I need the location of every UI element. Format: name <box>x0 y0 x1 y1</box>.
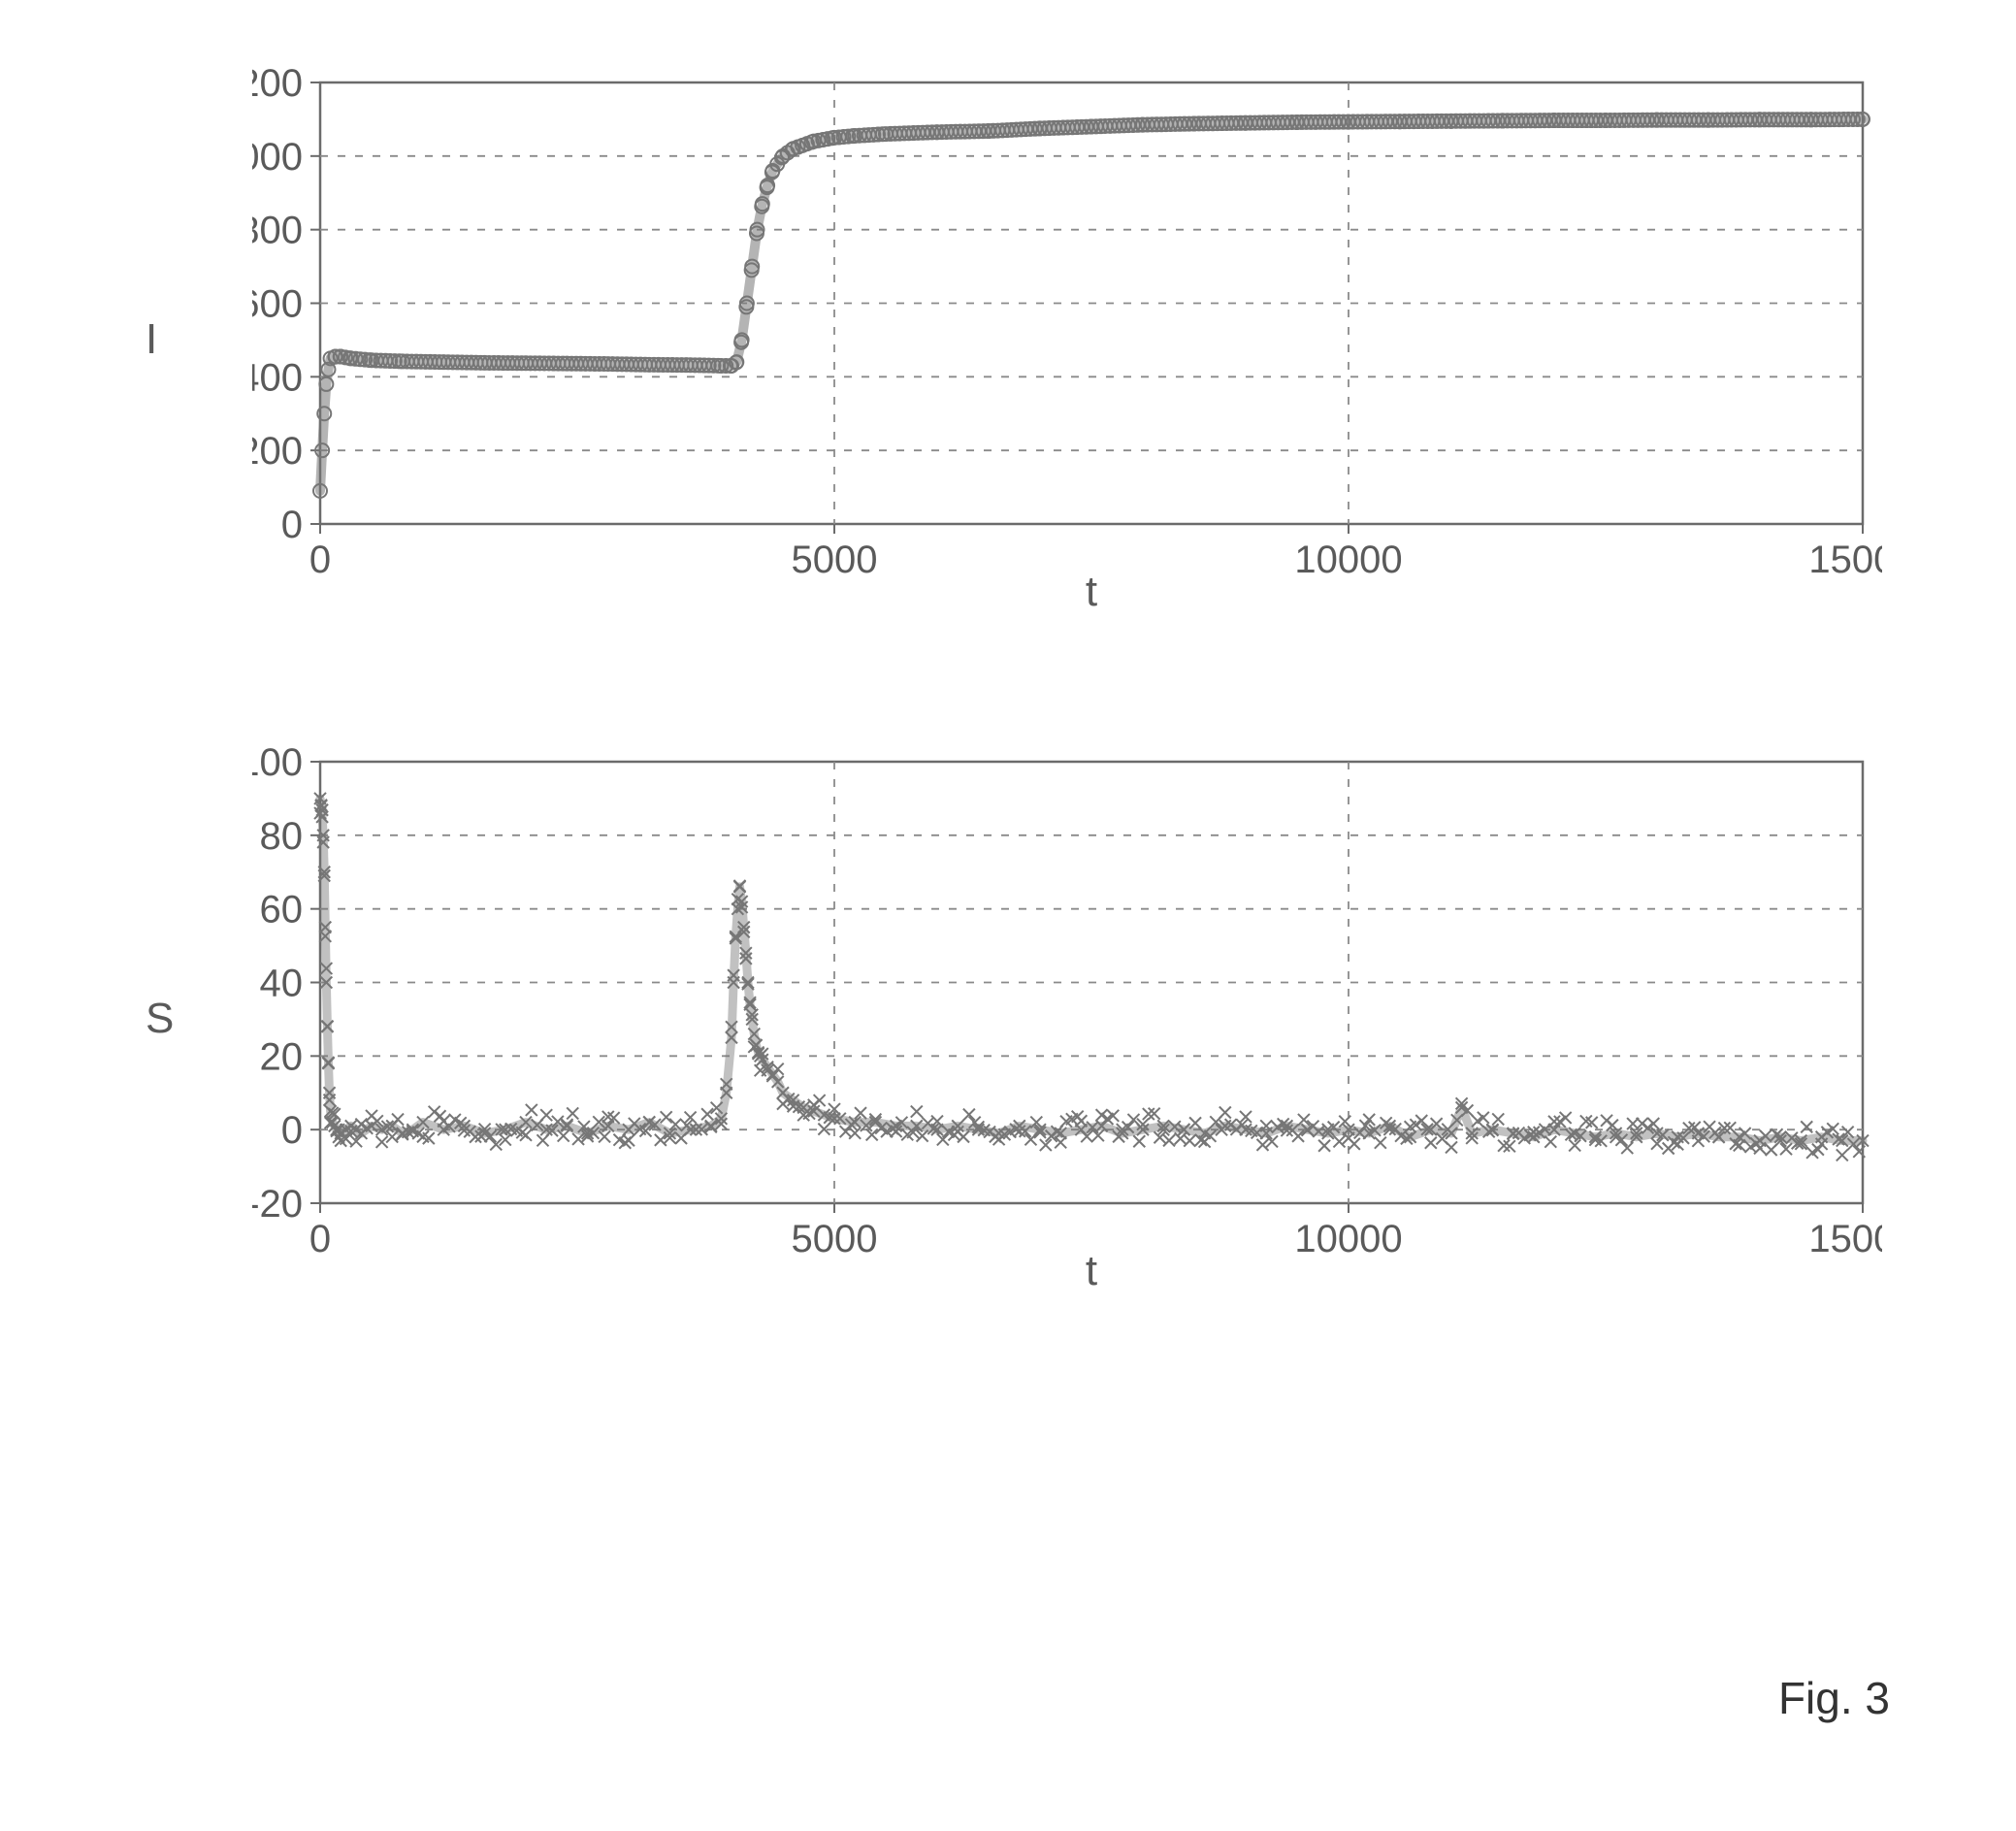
svg-text:800: 800 <box>252 210 303 252</box>
svg-text:15000: 15000 <box>1808 1218 1882 1260</box>
svg-text:100: 100 <box>252 747 303 784</box>
svg-text:10000: 10000 <box>1294 1218 1402 1260</box>
chart-I-vs-t: I 020040060080010001200050001000015000t <box>252 68 1938 611</box>
svg-text:1000: 1000 <box>252 136 303 179</box>
axis-label-y-I: I <box>146 315 157 364</box>
svg-text:0: 0 <box>309 1218 331 1260</box>
axis-label-y-S: S <box>146 995 174 1043</box>
svg-text:1200: 1200 <box>252 68 303 105</box>
svg-text:0: 0 <box>309 539 331 581</box>
svg-text:10000: 10000 <box>1294 539 1402 581</box>
svg-text:-20: -20 <box>252 1183 303 1226</box>
svg-text:t: t <box>1086 1247 1097 1291</box>
svg-text:20: 20 <box>260 1035 304 1078</box>
figure-caption: Fig. 3 <box>1778 1672 1890 1724</box>
chart-S-svg: -20020406080100050001000015000t <box>252 747 1882 1291</box>
figure-page: I 020040060080010001200050001000015000t … <box>0 0 2016 1831</box>
svg-text:60: 60 <box>260 889 304 932</box>
chart-I-svg: 0 200 400 600 800 1000 1200 0 5000 10000 15000 t <box>252 68 1882 611</box>
svg-text:200: 200 <box>252 430 303 473</box>
svg-text:600: 600 <box>252 283 303 326</box>
svg-text:40: 40 <box>260 963 304 1005</box>
svg-text:5000: 5000 <box>792 1218 878 1260</box>
svg-text:t: t <box>1086 568 1097 611</box>
svg-text:400: 400 <box>252 356 303 399</box>
svg-text:5000: 5000 <box>792 539 878 581</box>
svg-text:0: 0 <box>281 1109 303 1152</box>
svg-text:0: 0 <box>281 504 303 546</box>
svg-text:15000: 15000 <box>1808 539 1882 581</box>
chart-S-vs-t: S -20020406080100050001000015000t <box>252 747 1938 1291</box>
svg-text:80: 80 <box>260 815 304 858</box>
